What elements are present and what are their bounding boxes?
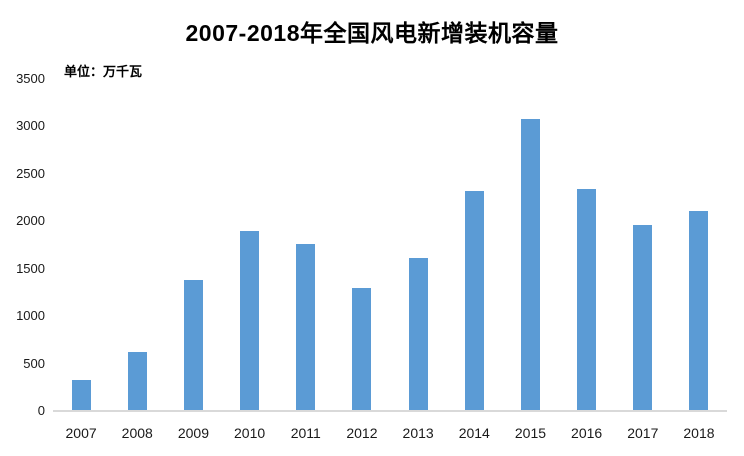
unit-label: 单位：万千瓦 <box>64 64 143 79</box>
bar-cell <box>165 79 221 411</box>
y-tick-label: 1000 <box>16 308 45 324</box>
bar-2014 <box>464 190 484 411</box>
plot-area <box>53 79 727 411</box>
x-tick-label: 2008 <box>121 425 153 441</box>
x-tick-label: 2016 <box>571 425 603 441</box>
bar-cell <box>502 79 558 411</box>
x-axis-labels: 2007 2008 2009 2010 2011 2012 2013 2014 2015 2016… <box>53 425 727 441</box>
y-tick-label: 2500 <box>16 165 45 181</box>
x-tick-label: 2013 <box>402 425 434 441</box>
bar-2015 <box>520 119 540 411</box>
chart-title: 2007-2018年全国风电新增装机容量 <box>185 20 559 46</box>
bar-2010 <box>240 231 260 411</box>
bar-2009 <box>183 280 203 411</box>
x-tick-label: 2018 <box>683 425 715 441</box>
x-tick-label: 2015 <box>514 425 547 441</box>
bars-container <box>53 79 727 411</box>
bar-cell <box>615 79 671 411</box>
bar-cell <box>222 79 278 411</box>
x-tick-label: 2012 <box>346 425 378 441</box>
bar-cell <box>390 79 446 411</box>
bar-2013 <box>408 258 428 411</box>
bar-2008 <box>127 352 147 411</box>
y-tick-label: 1500 <box>16 260 45 276</box>
bar-cell <box>559 79 615 411</box>
x-tick-label: 2009 <box>177 425 209 441</box>
x-tick-label: 2017 <box>627 425 659 441</box>
bar-cell <box>446 79 502 411</box>
y-tick-label: 2000 <box>16 213 45 229</box>
bar-2018 <box>689 210 709 411</box>
bar-cell <box>671 79 727 411</box>
y-tick-label: 3000 <box>16 118 45 134</box>
bar-2017 <box>633 224 653 411</box>
bar-2016 <box>577 189 597 411</box>
x-tick-label: 2010 <box>234 425 266 441</box>
x-axis-line <box>53 410 727 412</box>
bar-2011 <box>296 243 316 411</box>
y-axis: 0 500 1000 1500 2000 2500 3000 3500 <box>0 0 45 456</box>
x-tick-label: 2007 <box>65 425 97 441</box>
y-tick-label: 500 <box>23 355 45 371</box>
bar-2012 <box>352 288 372 411</box>
bar-cell <box>53 79 109 411</box>
y-tick-label: 3500 <box>16 71 45 86</box>
x-tick-label: 2014 <box>458 425 490 441</box>
x-tick-label: 2011 <box>290 425 321 441</box>
bar-cell <box>109 79 165 411</box>
bar-2007 <box>71 379 91 411</box>
bar-cell <box>334 79 390 411</box>
bar-cell <box>278 79 334 411</box>
y-tick-label: 0 <box>37 403 45 418</box>
